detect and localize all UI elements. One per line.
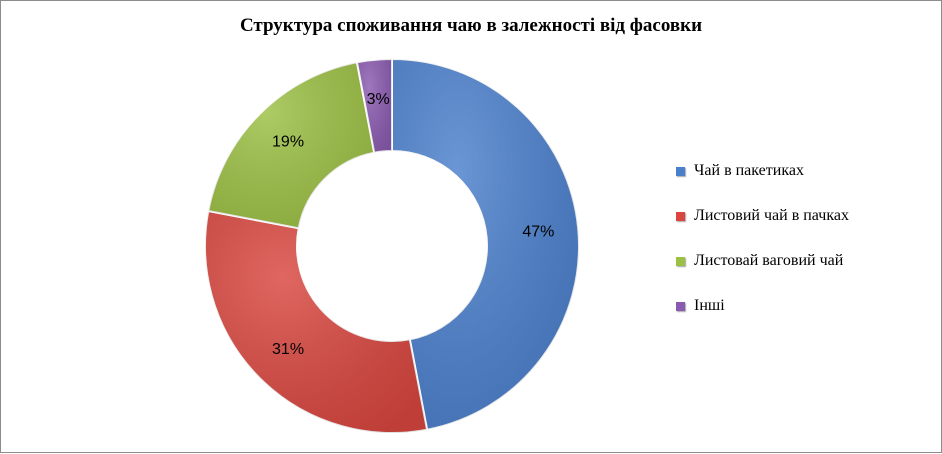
slice-data-label: 31% [272, 341, 304, 358]
donut-slice-shading [356, 59, 392, 153]
chart-title: Структура споживання чаю в залежності ві… [239, 15, 703, 36]
legend-swatch [676, 166, 685, 176]
slice-data-label: 47% [522, 223, 554, 240]
legend-label: Інші [694, 297, 725, 314]
donut-slice-shading [205, 210, 428, 433]
legend-item: Листовай ваговий чай [676, 249, 849, 273]
legend-item: Листовий чай в пачках [676, 204, 849, 228]
chart-legend: Чай в пакетиках Листовий чай в пачках Ли… [676, 159, 849, 339]
legend-label: Листовий чай в пачках [694, 207, 849, 224]
legend-label: Чай в пакетиках [694, 162, 804, 179]
donut-slice-shading [392, 59, 580, 430]
donut-slice-shading [208, 62, 375, 229]
slice-data-label: 3% [367, 91, 390, 108]
legend-item: Інші [676, 294, 849, 318]
legend-item: Чай в пакетиках [676, 159, 849, 183]
slice-data-label: 19% [272, 133, 304, 150]
legend-swatch [676, 256, 685, 266]
legend-swatch [676, 301, 685, 311]
legend-swatch [676, 211, 685, 221]
legend-label: Листовай ваговий чай [694, 252, 844, 269]
